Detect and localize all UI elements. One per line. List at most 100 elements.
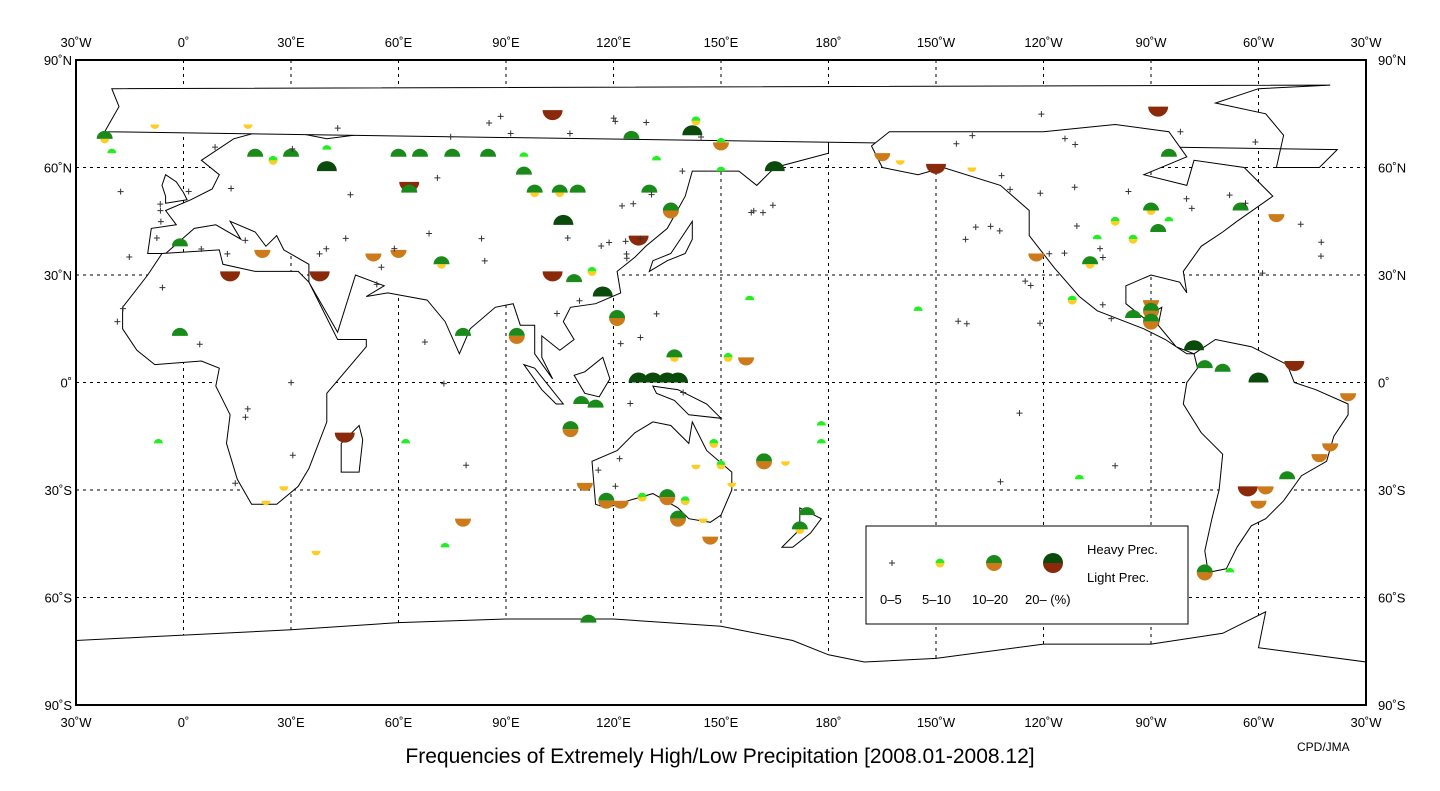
station-marker [334,125,341,132]
station-marker [666,349,683,362]
station-markers [96,106,1357,623]
heavy-half-mark [562,421,579,430]
y-tick-right: 60˚S [1378,591,1406,606]
station-marker [963,320,970,327]
station-marker [998,172,1005,179]
station-marker [447,133,454,140]
station-plus-mark [962,236,969,243]
station-marker [519,152,529,157]
light-half-mark [587,271,597,276]
station-plus-mark [289,145,296,152]
station-marker [1036,320,1043,327]
station-plus-mark [114,318,121,325]
station-marker [1148,106,1169,117]
station-marker [913,306,923,311]
station-marker [1297,221,1304,228]
light-half-mark [609,318,626,326]
y-tick-right: 30˚N [1378,268,1406,283]
station-marker [401,184,418,193]
light-half-mark [1268,214,1285,223]
station-marker [1125,188,1132,195]
light-half-mark [628,235,649,246]
land-n-america [870,123,1274,355]
heavy-half-mark [1248,372,1269,383]
station-marker [727,482,737,488]
y-tick-right: 60˚N [1378,161,1406,176]
heavy-half-mark [652,155,661,161]
heavy-half-mark [723,352,733,358]
x-tick-bottom: 30˚W [1350,715,1382,730]
station-marker [745,295,755,301]
station-marker [515,166,532,175]
x-tick-bottom: 90˚E [492,715,520,730]
legend-class-1: 5–10 [922,592,951,607]
heavy-half-mark [691,116,701,121]
y-tick-left: 0˚ [60,376,72,391]
station-marker [478,235,485,242]
y-tick-left: 60˚N [44,161,72,176]
legend-symbol-0-5 [889,560,895,566]
station-marker [228,185,235,192]
x-tick-bottom: 60˚W [1243,715,1275,730]
station-marker [997,478,1004,485]
station-plus-mark [617,340,624,347]
station-marker [508,327,525,344]
station-marker [1128,234,1138,244]
light-half-mark [1067,300,1077,305]
heavy-half-mark [569,184,586,193]
station-marker [598,492,615,509]
station-plus-mark [1096,245,1103,252]
heavy-half-mark [96,130,113,139]
land-new-guinea [652,385,723,419]
heavy-half-mark [1092,234,1102,240]
station-plus-mark [1112,462,1119,469]
station-marker [391,245,398,252]
y-tick-left: 30˚N [44,268,72,283]
station-marker [623,130,640,139]
station-marker [480,148,497,157]
x-tick-top: 90˚E [492,35,520,50]
y-tick-right: 90˚N [1378,53,1406,68]
station-plus-mark [347,191,354,198]
light-half-mark [334,432,355,443]
station-plus-mark [242,414,249,421]
legend-symbol-10-20 [986,555,1002,571]
legend: 0–5 5–10 10–20 20– (%) Heavy Prec. Light… [865,525,1189,625]
light-half-mark [1284,361,1305,372]
heavy-half-mark [553,214,574,225]
land-greenland [103,84,1339,168]
station-marker [243,124,253,129]
y-tick-right: 90˚S [1378,698,1406,713]
station-plus-mark [157,218,164,225]
credit-label: CPD/JMA [1297,740,1350,754]
light-half-mark [268,160,278,165]
station-plus-mark [1061,250,1068,257]
station-plus-mark [1177,128,1184,135]
land-africa [122,249,367,505]
y-tick-left: 90˚N [44,53,72,68]
light-half-mark [738,357,755,366]
station-plus-mark [232,480,239,487]
legend-symbol-5-10 [935,558,945,568]
station-marker [1092,234,1102,240]
x-tick-bottom: 0˚ [178,715,190,730]
y-tick-right: 0˚ [1378,376,1390,391]
station-plus-mark [598,243,605,250]
station-marker [781,461,790,466]
station-marker [612,118,619,125]
light-half-mark [935,563,945,568]
station-plus-mark [606,239,613,246]
heavy-half-mark [764,161,785,172]
station-marker [566,130,573,137]
light-half-mark [437,264,446,269]
station-plus-mark [1297,221,1304,228]
station-plus-mark [212,144,219,151]
x-tick-top: 120˚E [596,35,631,50]
station-marker [1279,471,1296,480]
station-marker [702,536,719,545]
x-tick-top: 60˚E [385,35,413,50]
station-marker [1072,141,1079,148]
heavy-half-mark [433,256,450,265]
station-marker [564,235,571,242]
x-tick-top: 150˚W [917,35,956,50]
